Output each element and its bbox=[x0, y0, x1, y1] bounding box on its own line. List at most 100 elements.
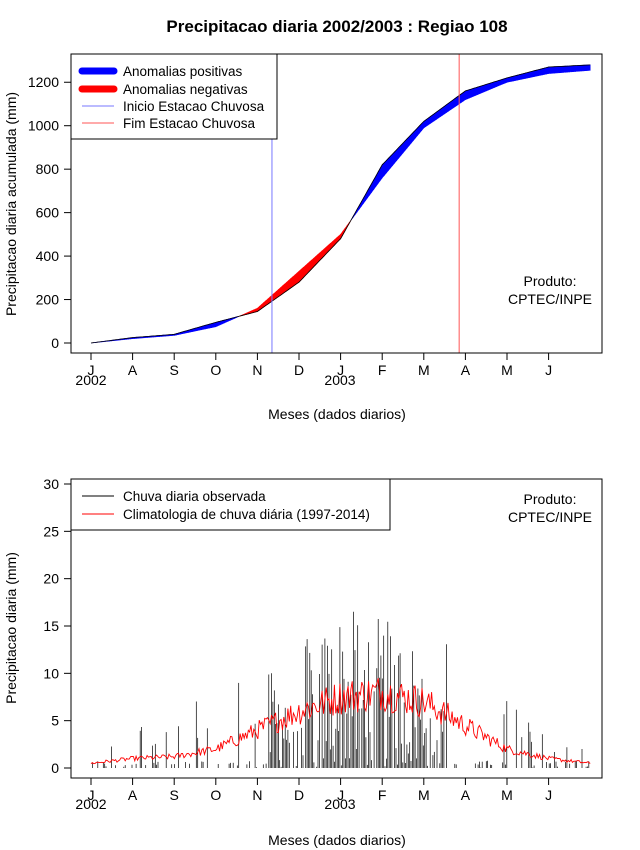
x-tick-label: A bbox=[461, 787, 471, 803]
bottom-chart: 0 5 10 15 20 25 30 J A S O N D J F M A M J 2002 2003 Mese… bbox=[3, 476, 603, 848]
x-tick-label: F bbox=[378, 787, 387, 803]
x-tick-label: J bbox=[88, 787, 95, 803]
y-tick-label: 200 bbox=[36, 292, 60, 308]
anomaly-segment bbox=[485, 83, 489, 92]
top-year-label-2003: 2003 bbox=[324, 372, 355, 388]
anomaly-segment bbox=[467, 89, 470, 100]
x-tick-label: J bbox=[545, 362, 552, 378]
y-tick-label: 20 bbox=[43, 571, 59, 587]
anomaly-segment bbox=[567, 65, 570, 73]
x-tick-label: J bbox=[337, 787, 344, 803]
anomaly-segment bbox=[571, 65, 574, 73]
anomaly-segment bbox=[479, 85, 483, 94]
anomaly-segment bbox=[487, 82, 491, 91]
anomaly-segment bbox=[477, 85, 481, 95]
legend-climatology-label: Climatologia de chuva diária (1997-2014) bbox=[123, 507, 370, 522]
anomaly-segment bbox=[531, 70, 535, 78]
anomaly-segment bbox=[490, 82, 493, 90]
anomaly-segment bbox=[579, 64, 583, 72]
anomaly-segment bbox=[587, 64, 591, 71]
anomaly-segment bbox=[569, 65, 572, 73]
top-year-label-2002: 2002 bbox=[75, 372, 106, 388]
y-tick-label: 25 bbox=[43, 523, 59, 539]
bottom-y-axis: 0 5 10 15 20 25 30 bbox=[43, 476, 72, 776]
x-tick-label: S bbox=[170, 787, 179, 803]
anomaly-segment bbox=[562, 65, 566, 73]
observed-daily-bars bbox=[92, 611, 590, 768]
bottom-year-label-2002: 2002 bbox=[75, 796, 106, 812]
y-tick-label: 0 bbox=[51, 760, 59, 776]
x-tick-label: A bbox=[461, 362, 471, 378]
y-tick-label: 30 bbox=[43, 476, 59, 492]
x-tick-label: M bbox=[501, 362, 513, 378]
anomaly-segment bbox=[560, 65, 564, 73]
anomaly-segment bbox=[533, 69, 537, 77]
bottom-y-axis-label: Precipitacao diaria (mm) bbox=[3, 552, 19, 704]
anomaly-segment bbox=[542, 67, 545, 76]
y-tick-label: 15 bbox=[43, 618, 59, 634]
x-tick-label: F bbox=[378, 362, 387, 378]
x-tick-label: J bbox=[88, 362, 95, 378]
x-tick-label: M bbox=[418, 362, 430, 378]
y-tick-label: 800 bbox=[36, 161, 60, 177]
anomaly-segment bbox=[544, 67, 547, 75]
anomaly-segment bbox=[577, 65, 581, 72]
anomaly-segment bbox=[296, 270, 300, 285]
anomaly-segment bbox=[575, 65, 579, 72]
anomaly-segment bbox=[558, 66, 562, 74]
anomaly-segment bbox=[525, 72, 529, 79]
anomaly-segment bbox=[573, 65, 576, 72]
anomaly-segment bbox=[465, 89, 468, 101]
bottom-annotation-product: Produto: bbox=[524, 491, 577, 507]
anomaly-segment bbox=[548, 66, 551, 74]
anomaly-segment bbox=[552, 66, 556, 74]
legend-start-label: Inicio Estacao Chuvosa bbox=[123, 99, 265, 114]
observed-accumulation-line bbox=[90, 64, 591, 344]
x-tick-label: O bbox=[210, 362, 221, 378]
anomaly-segment bbox=[564, 65, 568, 73]
x-tick-label: J bbox=[545, 787, 552, 803]
anomaly-segment bbox=[581, 64, 585, 72]
x-tick-label: A bbox=[128, 787, 138, 803]
anomaly-segment bbox=[473, 87, 477, 97]
legend-observed-label: Chuva diaria observada bbox=[123, 489, 266, 504]
anomaly-segment bbox=[475, 86, 479, 96]
anomaly-segment bbox=[546, 66, 549, 75]
x-tick-label: A bbox=[128, 362, 138, 378]
anomaly-segment bbox=[554, 66, 558, 74]
top-chart: Precipitacao diaria 2002/2003 : Regiao 1… bbox=[3, 17, 603, 422]
bottom-year-label-2003: 2003 bbox=[324, 796, 355, 812]
x-tick-label: S bbox=[170, 362, 179, 378]
y-tick-label: 1200 bbox=[28, 74, 59, 90]
anomaly-segment bbox=[294, 272, 298, 286]
y-tick-label: 10 bbox=[43, 665, 59, 681]
bottom-x-axis-label: Meses (dados diarios) bbox=[268, 832, 406, 848]
top-x-axis-label: Meses (dados diarios) bbox=[268, 406, 406, 422]
legend-positive-label: Anomalias positivas bbox=[123, 64, 243, 79]
top-chart-title: Precipitacao diaria 2002/2003 : Regiao 1… bbox=[166, 17, 507, 36]
x-tick-label: D bbox=[294, 787, 304, 803]
x-tick-label: N bbox=[252, 787, 262, 803]
y-tick-label: 400 bbox=[36, 248, 60, 264]
anomaly-segment bbox=[556, 66, 560, 74]
top-legend: Anomalias positivas Anomalias negativas … bbox=[70, 53, 278, 140]
y-tick-label: 600 bbox=[36, 205, 60, 221]
x-tick-label: O bbox=[210, 787, 221, 803]
anomaly-segment bbox=[535, 69, 539, 77]
x-tick-label: D bbox=[294, 362, 304, 378]
anomaly-segment bbox=[537, 68, 541, 77]
x-tick-label: J bbox=[337, 362, 344, 378]
x-tick-label: M bbox=[501, 787, 513, 803]
anomaly-segment bbox=[469, 88, 472, 99]
x-tick-label: M bbox=[418, 787, 430, 803]
anomaly-segment bbox=[583, 64, 587, 72]
anomaly-segment bbox=[585, 64, 589, 71]
bottom-legend: Chuva diaria observada Climatologia de c… bbox=[70, 478, 391, 531]
top-annotation-source: CPTEC/INPE bbox=[508, 291, 592, 307]
y-tick-label: 0 bbox=[51, 335, 59, 351]
climatology-line bbox=[90, 678, 591, 765]
top-y-axis: 0 200 400 600 800 1000 1200 bbox=[28, 74, 72, 351]
